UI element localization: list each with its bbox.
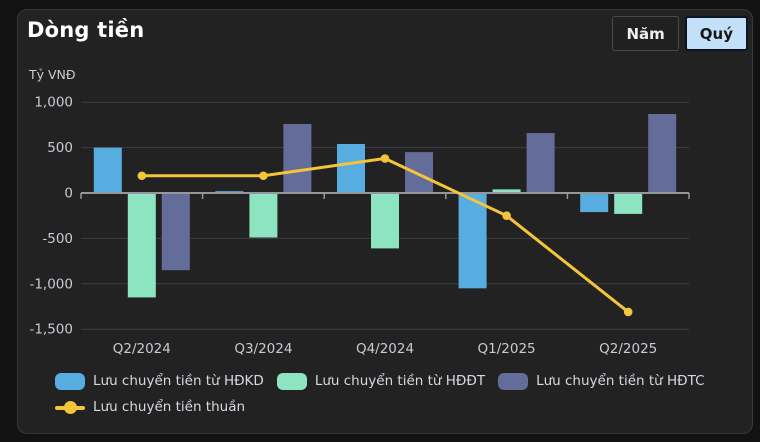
legend-item-hdkd[interactable]: Lưu chuyển tiền từ HĐKD bbox=[55, 373, 264, 390]
bar-Q4/2024 bbox=[337, 143, 365, 193]
net-line-point bbox=[137, 171, 147, 181]
net-line-point bbox=[623, 307, 633, 317]
x-tick-label: Q4/2024 bbox=[356, 341, 414, 357]
legend-label-hddt: Lưu chuyển tiền từ HĐĐT bbox=[314, 373, 486, 389]
bar-Q1/2025 bbox=[526, 133, 555, 193]
chart-legend: Lưu chuyển tiền từ HĐKD Lưu chuyển tiền … bbox=[55, 373, 705, 416]
bar-Q4/2024 bbox=[371, 193, 399, 249]
legend-row-bars: Lưu chuyển tiền từ HĐKD Lưu chuyển tiền … bbox=[55, 373, 705, 390]
bar-Q2/2024 bbox=[93, 147, 122, 193]
bar-Q1/2025 bbox=[492, 189, 521, 193]
bar-Q2/2024 bbox=[161, 193, 190, 271]
hdtc-swatch-icon bbox=[498, 373, 529, 390]
period-toggle: Năm Quý bbox=[612, 16, 748, 51]
net-line-point bbox=[259, 171, 268, 181]
bar-Q3/2024 bbox=[283, 123, 312, 193]
legend-item-hddt[interactable]: Lưu chuyển tiền từ HĐĐT bbox=[276, 373, 486, 390]
net-cash-line bbox=[137, 154, 633, 317]
bars bbox=[93, 114, 677, 298]
y-axis-labels: 1,000 500 0 -500 -1,000 -1,500 bbox=[29, 95, 73, 338]
hddt-swatch-icon bbox=[276, 373, 307, 390]
y-tick-label: 0 bbox=[64, 186, 73, 202]
bar-Q4/2024 bbox=[405, 152, 433, 193]
legend-item-hdtc[interactable]: Lưu chuyển tiền từ HĐTC bbox=[498, 373, 705, 390]
bar-Q1/2025 bbox=[458, 193, 487, 289]
y-tick-label: 1,000 bbox=[34, 95, 73, 111]
cash-flow-card: Dòng tiền Năm Quý Tỷ VNĐ 1,000 500 0 -500 -1… bbox=[17, 9, 753, 434]
bar-Q3/2024 bbox=[249, 193, 278, 238]
x-tick-label: Q1/2025 bbox=[478, 341, 536, 357]
x-axis-labels: Q2/2024 Q3/2024 Q4/2024 Q1/2025 Q2/2025 bbox=[113, 341, 658, 357]
legend-row-line: Lưu chuyển tiền thuần bbox=[55, 399, 705, 416]
y-gridlines bbox=[81, 101, 689, 330]
y-tick-label: -500 bbox=[42, 231, 73, 247]
net-line-marker-icon bbox=[55, 399, 85, 416]
zero-axis bbox=[80, 192, 690, 199]
y-tick-label: -1,500 bbox=[29, 322, 73, 338]
x-tick-label: Q2/2025 bbox=[599, 341, 657, 357]
bar-Q2/2025 bbox=[580, 193, 609, 213]
legend-label-hdkd: Lưu chuyển tiền từ HĐKD bbox=[93, 373, 264, 389]
x-tick-label: Q2/2024 bbox=[113, 341, 171, 357]
bar-Q2/2025 bbox=[648, 114, 677, 193]
bar-Q2/2025 bbox=[614, 193, 643, 214]
bar-Q3/2024 bbox=[215, 191, 244, 193]
net-line-point bbox=[502, 211, 511, 220]
legend-label-hdtc: Lưu chuyển tiền từ HĐTC bbox=[536, 373, 705, 389]
y-tick-label: 500 bbox=[47, 140, 73, 156]
y-tick-label: -1,000 bbox=[29, 276, 73, 292]
quarter-toggle-button[interactable]: Quý bbox=[684, 16, 748, 51]
bar-Q2/2024 bbox=[127, 193, 156, 298]
y-axis-unit-label: Tỷ VNĐ bbox=[29, 67, 76, 82]
hdkd-swatch-icon bbox=[55, 373, 85, 390]
year-toggle-button[interactable]: Năm bbox=[612, 16, 679, 51]
net-line-point bbox=[380, 154, 390, 163]
page-title: Dòng tiền bbox=[27, 18, 145, 42]
legend-item-net[interactable]: Lưu chuyển tiền thuần bbox=[55, 399, 245, 416]
x-tick-label: Q3/2024 bbox=[234, 341, 292, 357]
legend-label-net: Lưu chuyển tiền thuần bbox=[93, 399, 246, 415]
